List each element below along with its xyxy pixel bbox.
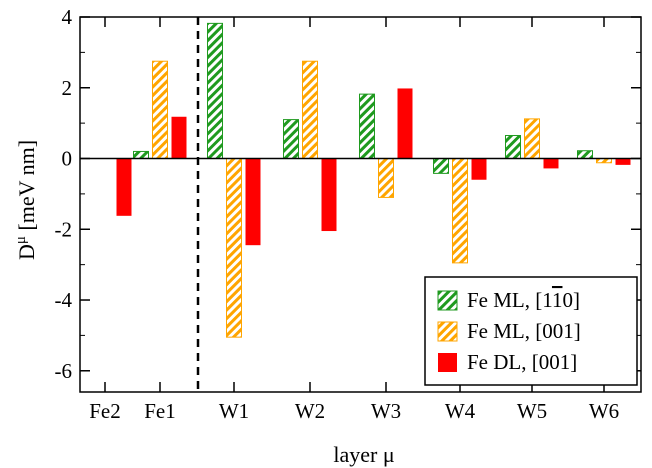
legend-box [424, 276, 638, 386]
bar-w3-series-3 [397, 88, 413, 159]
x-tick-label-w2: W2 [295, 399, 325, 423]
y-tick-label: 2 [62, 76, 73, 100]
overlined-digit: 1 [552, 288, 563, 312]
plot-frame [79, 16, 642, 393]
bar-fe2-series-3 [116, 158, 132, 216]
bar-w5-series-1 [505, 135, 521, 160]
bar-w5-series-2 [524, 118, 540, 160]
x-tick-label-w1: W1 [219, 399, 249, 423]
bar-w5-series-3 [543, 158, 559, 169]
bar-w2-series-3 [321, 158, 337, 232]
bar-fe1-series-1 [133, 150, 149, 160]
bar-fe1-series-2 [152, 60, 168, 160]
bar-w3-series-1 [359, 93, 375, 160]
bar-w3-series-2 [378, 158, 394, 198]
bar-w1-series-3 [245, 158, 261, 246]
x-tick-label-fe1: Fe1 [144, 399, 176, 423]
bar-w1-series-1 [207, 22, 223, 160]
y-tick-label: -4 [55, 288, 73, 312]
legend-swatch-fe-ml-1-10 [437, 290, 458, 311]
bar-fe1-series-3 [171, 116, 187, 159]
y-tick-label: 0 [62, 147, 73, 171]
x-tick-label-fe2: Fe2 [89, 399, 121, 423]
x-axis-label: layer μ [333, 442, 394, 467]
y-tick-label: -6 [55, 359, 73, 383]
legend-label-fe-dl-001: Fe DL, [001] [467, 350, 577, 374]
bar-w2-series-2 [302, 60, 318, 160]
bar-w2-series-1 [283, 119, 299, 160]
y-axis-label-unit: [meV nm] [14, 140, 39, 236]
y-axis: -6 -4 -2 0 2 4 [55, 5, 641, 383]
legend-label-fe-ml-1-10: Fe ML, [110] [467, 288, 580, 312]
y-tick-label: -2 [55, 217, 73, 241]
bar-w4-series-3 [471, 158, 487, 180]
y-tick-label: 4 [62, 5, 73, 29]
bars [116, 22, 631, 338]
x-tick-label-w4: W4 [445, 399, 476, 423]
bar-w4-series-2 [452, 158, 468, 264]
x-tick-label-w3: W3 [371, 399, 401, 423]
bar-w6-series-3 [615, 158, 631, 165]
y-axis-label-superscript: μ [13, 236, 29, 244]
bar-w6-series-1 [577, 150, 593, 160]
legend-swatch-fe-dl-001 [438, 353, 457, 372]
y-axis-label-base: D [14, 244, 39, 260]
legend: Fe ML, [110] Fe ML, [001] Fe DL, [001] [424, 276, 638, 386]
bar-w4-series-1 [433, 158, 449, 174]
legend-swatch-fe-ml-001 [437, 321, 458, 342]
bar-w1-series-2 [226, 158, 242, 338]
x-tick-label-w6: W6 [589, 399, 619, 423]
y-axis-label: Dμ [meV nm] [13, 140, 39, 260]
x-tick-label-w5: W5 [517, 399, 547, 423]
x-axis: Fe2 Fe1 W1 W2 W3 W4 W5 W6 [89, 17, 619, 423]
legend-label-fe-ml-001: Fe ML, [001] [467, 319, 581, 343]
